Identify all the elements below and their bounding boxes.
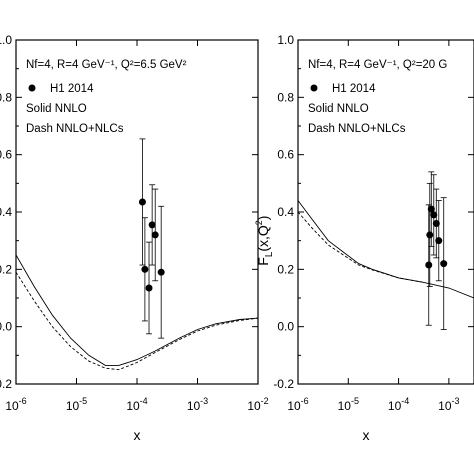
y-tick-label: 0.2 — [277, 262, 294, 276]
nnlo-nlcs-dashed-line — [298, 211, 423, 283]
data-point — [138, 198, 146, 206]
data-point — [430, 211, 438, 219]
annotation-solid: Solid NNLO — [26, 103, 87, 115]
data-point — [426, 231, 434, 239]
data-point — [151, 231, 159, 239]
y-tick-label: 0.0 — [277, 320, 294, 334]
x-tick-label: 10-3 — [438, 396, 459, 413]
y-tick-label: 0.4 — [0, 205, 12, 219]
x-axis-title: x — [363, 427, 370, 443]
y-tick-label: -0.2 — [0, 377, 12, 391]
nnlo-nlcs-dashed-line — [16, 271, 258, 371]
x-tick-label: 10-4 — [126, 396, 147, 413]
data-point — [148, 221, 156, 229]
annotation-dash: Dash NNLO+NLCs — [308, 123, 406, 135]
annotation-dash: Dash NNLO+NLCs — [26, 123, 124, 135]
data-point — [432, 219, 440, 227]
data-point — [440, 260, 448, 268]
plot-frame — [297, 39, 474, 385]
legend-marker — [310, 84, 318, 92]
data-point — [425, 261, 433, 269]
data-point — [157, 268, 165, 276]
nnlo-solid-line — [298, 200, 474, 299]
y-tick-label: 0.2 — [0, 262, 12, 276]
y-tick-label: -0.2 — [273, 377, 294, 391]
right-panel: -0.2 0.0 0.2 0.4 0.6 0.8 1.0 10-6 10-5 10-4 10-3 x F… — [254, 33, 474, 443]
params-annotation: Nf=4, R=4 GeV⁻¹, Q²=20 G — [308, 59, 447, 71]
plot-area — [16, 138, 258, 371]
y-tick-label: 1.0 — [277, 33, 294, 47]
data-point — [435, 237, 443, 245]
y-tick-label: 0.8 — [277, 90, 294, 104]
y-tick-label: 0.6 — [0, 148, 12, 162]
y-tick-label: 0.6 — [277, 148, 294, 162]
x-tick-label: 10-5 — [338, 396, 359, 413]
data-point — [145, 284, 153, 292]
x-tick-label: 10-4 — [388, 396, 409, 413]
x-tick-label: 10-5 — [66, 396, 87, 413]
legend-label: H1 2014 — [50, 83, 94, 95]
annotation-solid: Solid NNLO — [308, 103, 369, 115]
data-point — [427, 205, 435, 213]
x-tick-label: 10-3 — [187, 396, 208, 413]
left-panel: -0.2 0.0 0.2 0.4 0.6 0.8 1.0 10-6 10-5 10-4 10-3 10… — [0, 33, 269, 443]
legend-marker — [28, 84, 36, 92]
y-tick-label: 0.8 — [0, 90, 12, 104]
nnlo-solid-line — [16, 254, 258, 366]
params-annotation: Nf=4, R=4 GeV⁻¹, Q²=6.5 GeV² — [26, 59, 187, 71]
y-tick-label: 1.0 — [0, 33, 12, 47]
plot-area — [298, 171, 474, 330]
x-axis-title: x — [134, 427, 141, 443]
legend-label: H1 2014 — [332, 83, 376, 95]
data-point — [141, 265, 149, 273]
y-tick-label: 0.4 — [277, 205, 294, 219]
y-tick-label: 0.0 — [0, 320, 12, 334]
x-tick-label: 10-2 — [247, 396, 268, 413]
x-tick-label: 10-6 — [5, 396, 26, 413]
y-axis-title: FL(x,Q2) — [254, 216, 275, 266]
x-tick-label: 10-6 — [287, 396, 308, 413]
